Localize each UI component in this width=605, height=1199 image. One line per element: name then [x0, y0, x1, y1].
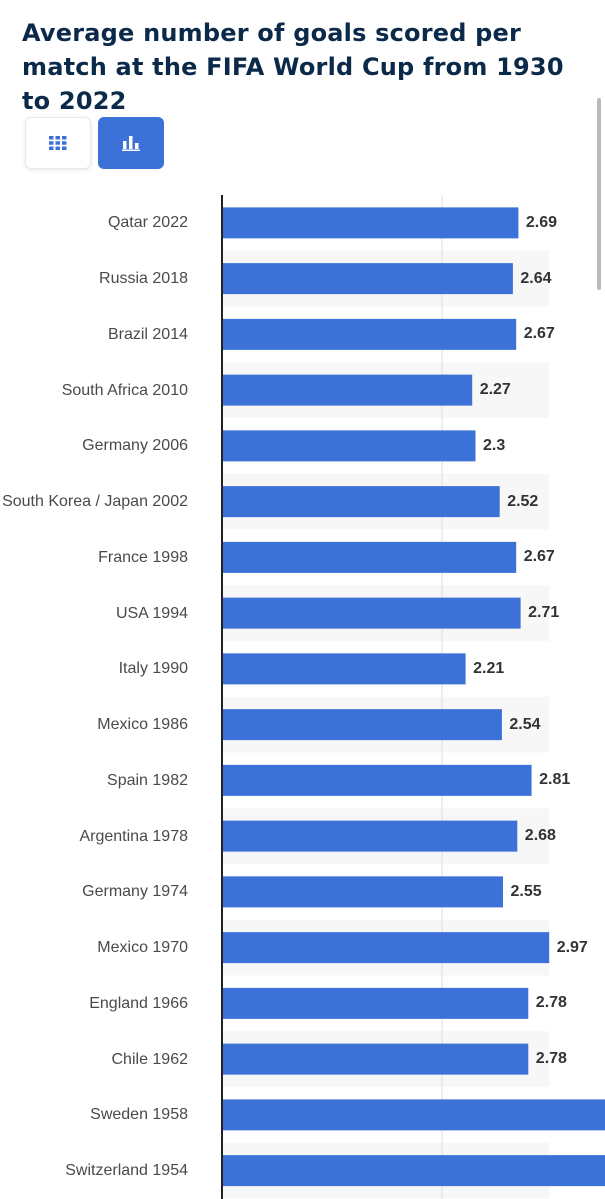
- category-label: Switzerland 1954: [65, 1162, 188, 1180]
- scrollbar[interactable]: [597, 98, 601, 290]
- bar[interactable]: [222, 709, 502, 741]
- bar[interactable]: [222, 318, 517, 350]
- value-label: 2.3: [483, 436, 506, 454]
- category-label: Sweden 1958: [90, 1106, 188, 1124]
- value-label: 2.52: [507, 492, 539, 510]
- bar[interactable]: [222, 207, 519, 239]
- value-label: 2.27: [479, 381, 511, 399]
- bar[interactable]: [222, 486, 500, 518]
- category-label: Mexico 1970: [97, 939, 188, 957]
- value-label: 2.81: [539, 771, 571, 789]
- category-label: Argentina 1978: [79, 827, 188, 845]
- value-label: 2.21: [473, 659, 505, 677]
- bar[interactable]: [222, 430, 476, 462]
- value-label: 2.71: [528, 604, 560, 622]
- bar[interactable]: [222, 263, 513, 295]
- bar[interactable]: [222, 820, 518, 852]
- value-label: 2.78: [535, 1050, 567, 1068]
- grid-icon: [49, 136, 67, 150]
- category-label: Italy 1990: [118, 660, 188, 678]
- bar[interactable]: [222, 987, 529, 1019]
- category-label: Russia 2018: [99, 270, 188, 288]
- value-label: 2.68: [524, 827, 556, 845]
- page-title: Average number of goals scored per match…: [22, 19, 564, 115]
- value-label: 2.97: [556, 938, 588, 956]
- bar[interactable]: [222, 876, 504, 908]
- category-label: Qatar 2022: [107, 214, 188, 232]
- category-label: Chile 1962: [111, 1050, 189, 1068]
- bar[interactable]: [222, 764, 532, 796]
- category-label: Germany 2006: [82, 437, 188, 455]
- category-label: USA 1994: [115, 604, 188, 622]
- bar[interactable]: [222, 653, 466, 685]
- bar[interactable]: [222, 932, 550, 964]
- bar[interactable]: [222, 541, 517, 573]
- category-label: Mexico 1986: [97, 716, 188, 734]
- value-label: 2.55: [510, 882, 542, 900]
- chart-view-button[interactable]: [98, 117, 164, 169]
- bar[interactable]: [222, 1043, 529, 1075]
- value-label: 2.54: [509, 715, 541, 733]
- bar-chart-icon: [122, 136, 140, 151]
- category-label: South Korea / Japan 2002: [2, 493, 188, 511]
- bar[interactable]: [222, 1099, 605, 1131]
- category-label: Brazil 2014: [107, 325, 188, 343]
- value-label: 2.67: [523, 325, 555, 343]
- value-label: 2.67: [523, 548, 555, 566]
- bar[interactable]: [222, 374, 473, 406]
- category-label: Spain 1982: [107, 771, 188, 789]
- table-view-button[interactable]: [25, 117, 91, 169]
- value-label: 2.78: [535, 994, 567, 1012]
- value-label: 2.69: [525, 213, 558, 231]
- category-label: England 1966: [89, 994, 188, 1012]
- bar[interactable]: [222, 597, 521, 629]
- category-label: South Africa 2010: [61, 381, 188, 399]
- value-label: 2.64: [520, 269, 552, 287]
- bar[interactable]: [222, 1155, 605, 1187]
- category-label: Germany 1974: [82, 883, 188, 901]
- category-label: France 1998: [98, 548, 188, 566]
